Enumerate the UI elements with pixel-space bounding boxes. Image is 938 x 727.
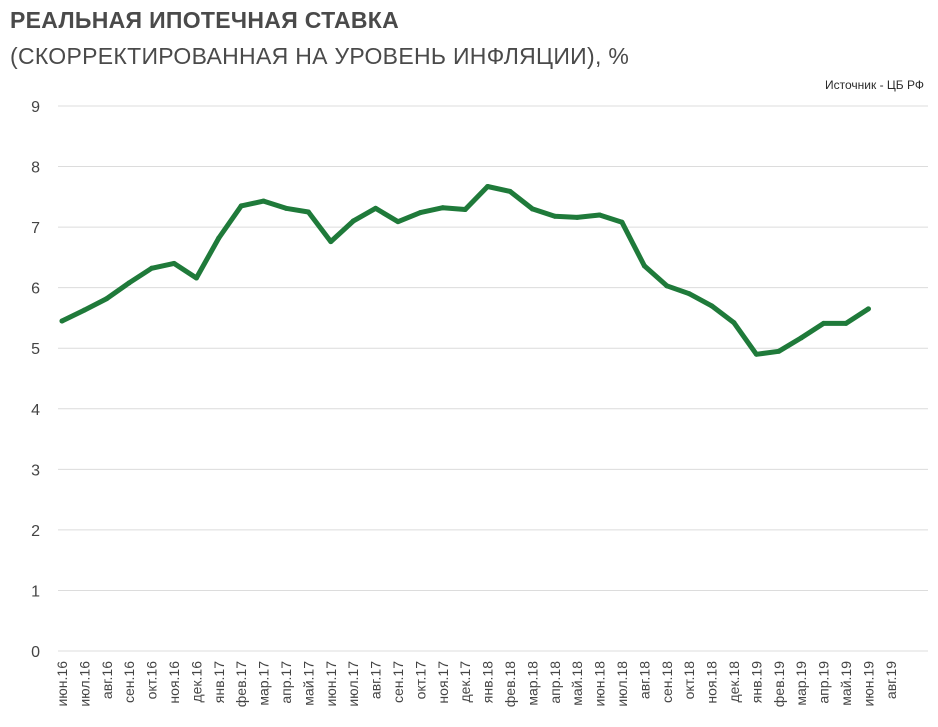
x-tick-label: янв.19 [748,661,764,703]
data-point [619,219,625,225]
x-tick-label: сен.17 [390,661,406,703]
y-tick-label: 0 [31,644,40,661]
y-tick-label: 6 [31,281,40,298]
x-tick-label: июн.19 [860,661,876,707]
data-point [529,206,535,212]
series-layer [59,184,871,357]
data-point [507,188,513,194]
chart-title: РЕАЛЬНАЯ ИПОТЕЧНАЯ СТАВКА [10,7,400,33]
data-point [709,303,715,309]
x-tick-label: ноя.17 [435,661,451,704]
data-point [216,235,222,241]
data-point [104,296,110,302]
x-tick-label: июн.18 [592,661,608,707]
source-note: Источник - ЦБ РФ [825,78,924,92]
y-tick-label: 5 [31,341,40,358]
data-point [171,260,177,266]
x-tick-label: окт.18 [681,661,697,700]
data-point [81,307,87,313]
data-point [283,205,289,211]
x-tick-label: мар.18 [524,661,540,706]
x-tick-label: дек.18 [726,661,742,703]
y-tick-label: 9 [31,99,40,116]
data-point [395,219,401,225]
x-tick-label: фев.17 [233,661,249,707]
x-tick-label: авг.18 [636,661,652,699]
data-point [664,283,670,289]
data-point [843,320,849,326]
x-tick-label: ноя.16 [166,661,182,704]
x-tick-label: авг.19 [883,661,899,699]
y-tick-label: 8 [31,160,40,177]
x-tick-label: июн.16 [54,661,70,707]
data-point [731,320,737,326]
data-point [238,203,244,209]
data-point [552,213,558,219]
data-point [485,184,491,190]
data-point [821,320,827,326]
data-point [261,198,267,204]
data-point [350,218,356,224]
x-tick-label: авг.16 [99,661,115,699]
y-tick-label: 1 [31,583,40,600]
x-tick-label: дек.16 [188,661,204,703]
x-tick-label: июл.18 [614,661,630,707]
x-tick-label: май.18 [569,661,585,706]
data-point [597,212,603,218]
data-point [641,263,647,269]
data-point [59,318,65,324]
x-tick-label: фев.19 [771,661,787,707]
x-tick-label: авг.17 [368,661,384,699]
y-tick-label: 3 [31,462,40,479]
x-tick-label: мар.19 [793,661,809,706]
data-point [440,205,446,211]
x-tick-label: окт.17 [412,661,428,700]
data-point [149,265,155,271]
data-point [126,280,132,286]
x-tick-label: мар.17 [256,661,272,706]
y-tick-label: 4 [31,402,40,419]
y-tick-label: 2 [31,523,40,540]
y-tick-label: 7 [31,220,40,237]
data-point [574,214,580,220]
data-point [417,210,423,216]
x-tick-label: ноя.18 [704,661,720,704]
x-tick-label: апр.18 [547,661,563,704]
x-tick-label: июл.16 [76,661,92,707]
x-tick-label: янв.18 [480,661,496,703]
x-tick-label: янв.17 [211,661,227,703]
x-tick-label: фев.18 [502,661,518,707]
x-tick-label: сен.16 [121,661,137,703]
x-tick-label: июн.17 [323,661,339,707]
x-tick-label: май.19 [838,661,854,706]
data-point [373,205,379,211]
x-tick-label: июл.17 [345,661,361,707]
chart-subtitle: (СКОРРЕКТИРОВАННАЯ НА УРОВЕНЬ ИНФЛЯЦИИ),… [10,43,630,69]
x-tick-label: апр.19 [816,661,832,704]
x-tick-label: сен.18 [659,661,675,703]
data-point [686,291,692,297]
data-point [753,351,759,357]
data-point [193,275,199,281]
data-point [328,239,334,245]
y-axis-ticks: 0 1 2 3 4 5 6 7 8 9 [31,99,40,661]
data-point [798,335,804,341]
x-tick-label: окт.16 [144,661,160,700]
data-point [305,209,311,215]
x-tick-label: май.17 [300,661,316,706]
x-tick-label: апр.17 [278,661,294,704]
data-point [865,306,871,312]
data-point [776,348,782,354]
x-tick-label: дек.17 [457,661,473,703]
x-axis-ticks: июн.16 июл.16 авг.16 сен.16 окт.16 ноя.16 дек.… [54,661,899,707]
data-point [462,207,468,213]
